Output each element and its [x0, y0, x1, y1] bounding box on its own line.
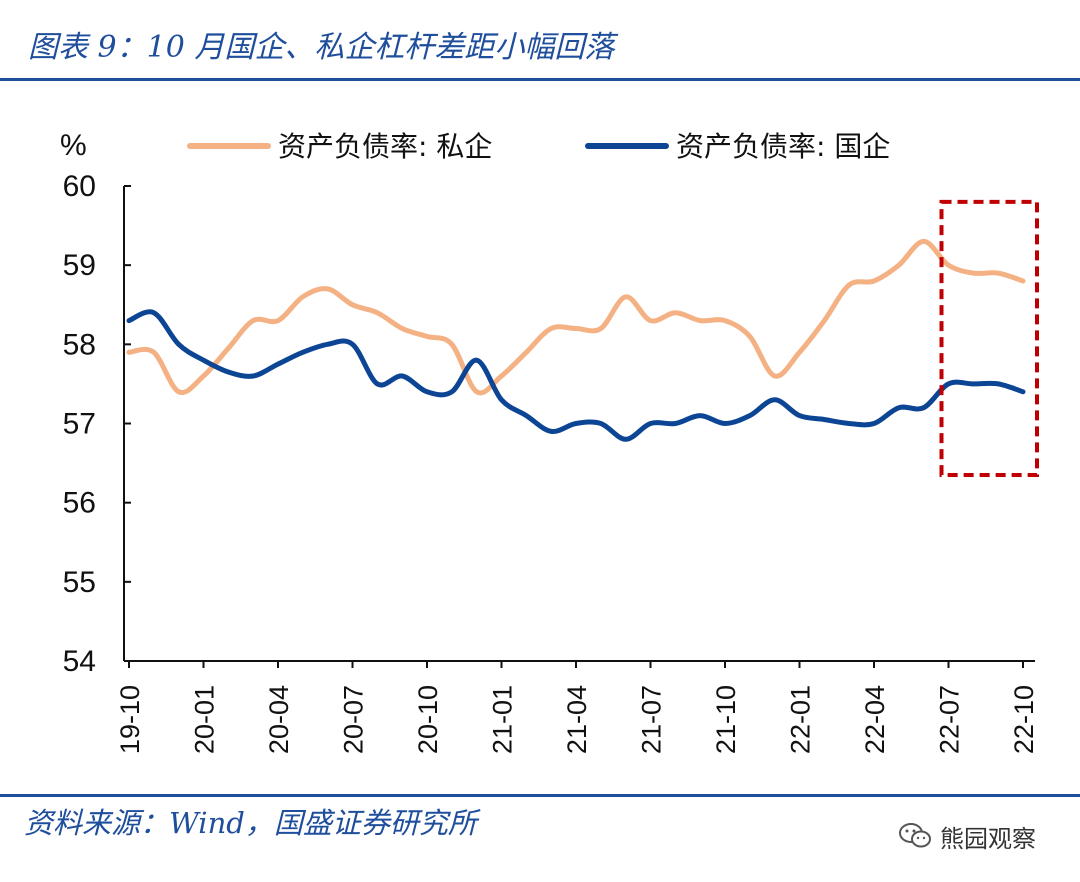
y-tick-label: 58: [63, 328, 96, 361]
source-note: 资料来源：Wind，国盛证券研究所: [24, 806, 477, 840]
x-tick-label: 22-04: [860, 685, 890, 754]
x-tick-label: 22-10: [1009, 685, 1039, 754]
y-axis-unit: %: [60, 129, 87, 162]
legend-label: 资产负债率: 国企: [676, 130, 890, 163]
highlight-box: [939, 199, 1039, 477]
x-tick-label: 20-10: [413, 685, 443, 754]
legend-item-private: 资产负债率: 私企: [187, 130, 492, 163]
y-tick-label: 56: [63, 487, 96, 520]
x-tick-label: 19-10: [115, 685, 145, 754]
watermark: 熊园观察: [898, 820, 1036, 853]
series-line-state: [126, 309, 1026, 442]
x-tick-label: 22-01: [786, 685, 816, 754]
chart-annotation: [939, 199, 1039, 477]
y-tick-label: 55: [63, 566, 96, 599]
x-tick-label: 21-04: [562, 685, 592, 754]
y-tick-label: 60: [63, 170, 96, 203]
series-line-private: [126, 238, 1026, 396]
chart-legend: 资产负债率: 私企 资产负债率: 国企: [187, 130, 890, 163]
x-tick-label: 21-01: [488, 685, 518, 754]
chart-axes: 54 55 56 57 58 59 60% 19-10 20-01 20-04 20-07 20-10…: [60, 129, 1039, 754]
watermark-text: 熊园观察: [940, 824, 1036, 853]
x-tick-label: 20-01: [190, 685, 220, 754]
title-divider: [0, 78, 1080, 81]
y-tick-label: 59: [63, 249, 96, 282]
wechat-icon: [899, 823, 931, 848]
x-tick-label: 21-07: [637, 685, 667, 754]
x-tick-label: 20-07: [339, 685, 369, 754]
chart-series: [126, 238, 1026, 442]
line-chart: 54 55 56 57 58 59 60% 19-10 20-01 20-04 20-07 20-10…: [60, 129, 1039, 754]
source-divider: [0, 794, 1080, 797]
legend-item-state: 资产负债率: 国企: [585, 130, 890, 163]
figure-title: 图表 9：10 月国企、私企杠杆差距小幅回落: [28, 30, 615, 65]
y-tick-label: 57: [63, 408, 96, 441]
legend-label: 资产负债率: 私企: [278, 130, 492, 163]
x-tick-label: 20-04: [264, 685, 294, 754]
x-tick-label: 21-10: [711, 685, 741, 754]
y-tick-label: 54: [63, 645, 96, 678]
x-tick-label: 22-07: [935, 685, 965, 754]
